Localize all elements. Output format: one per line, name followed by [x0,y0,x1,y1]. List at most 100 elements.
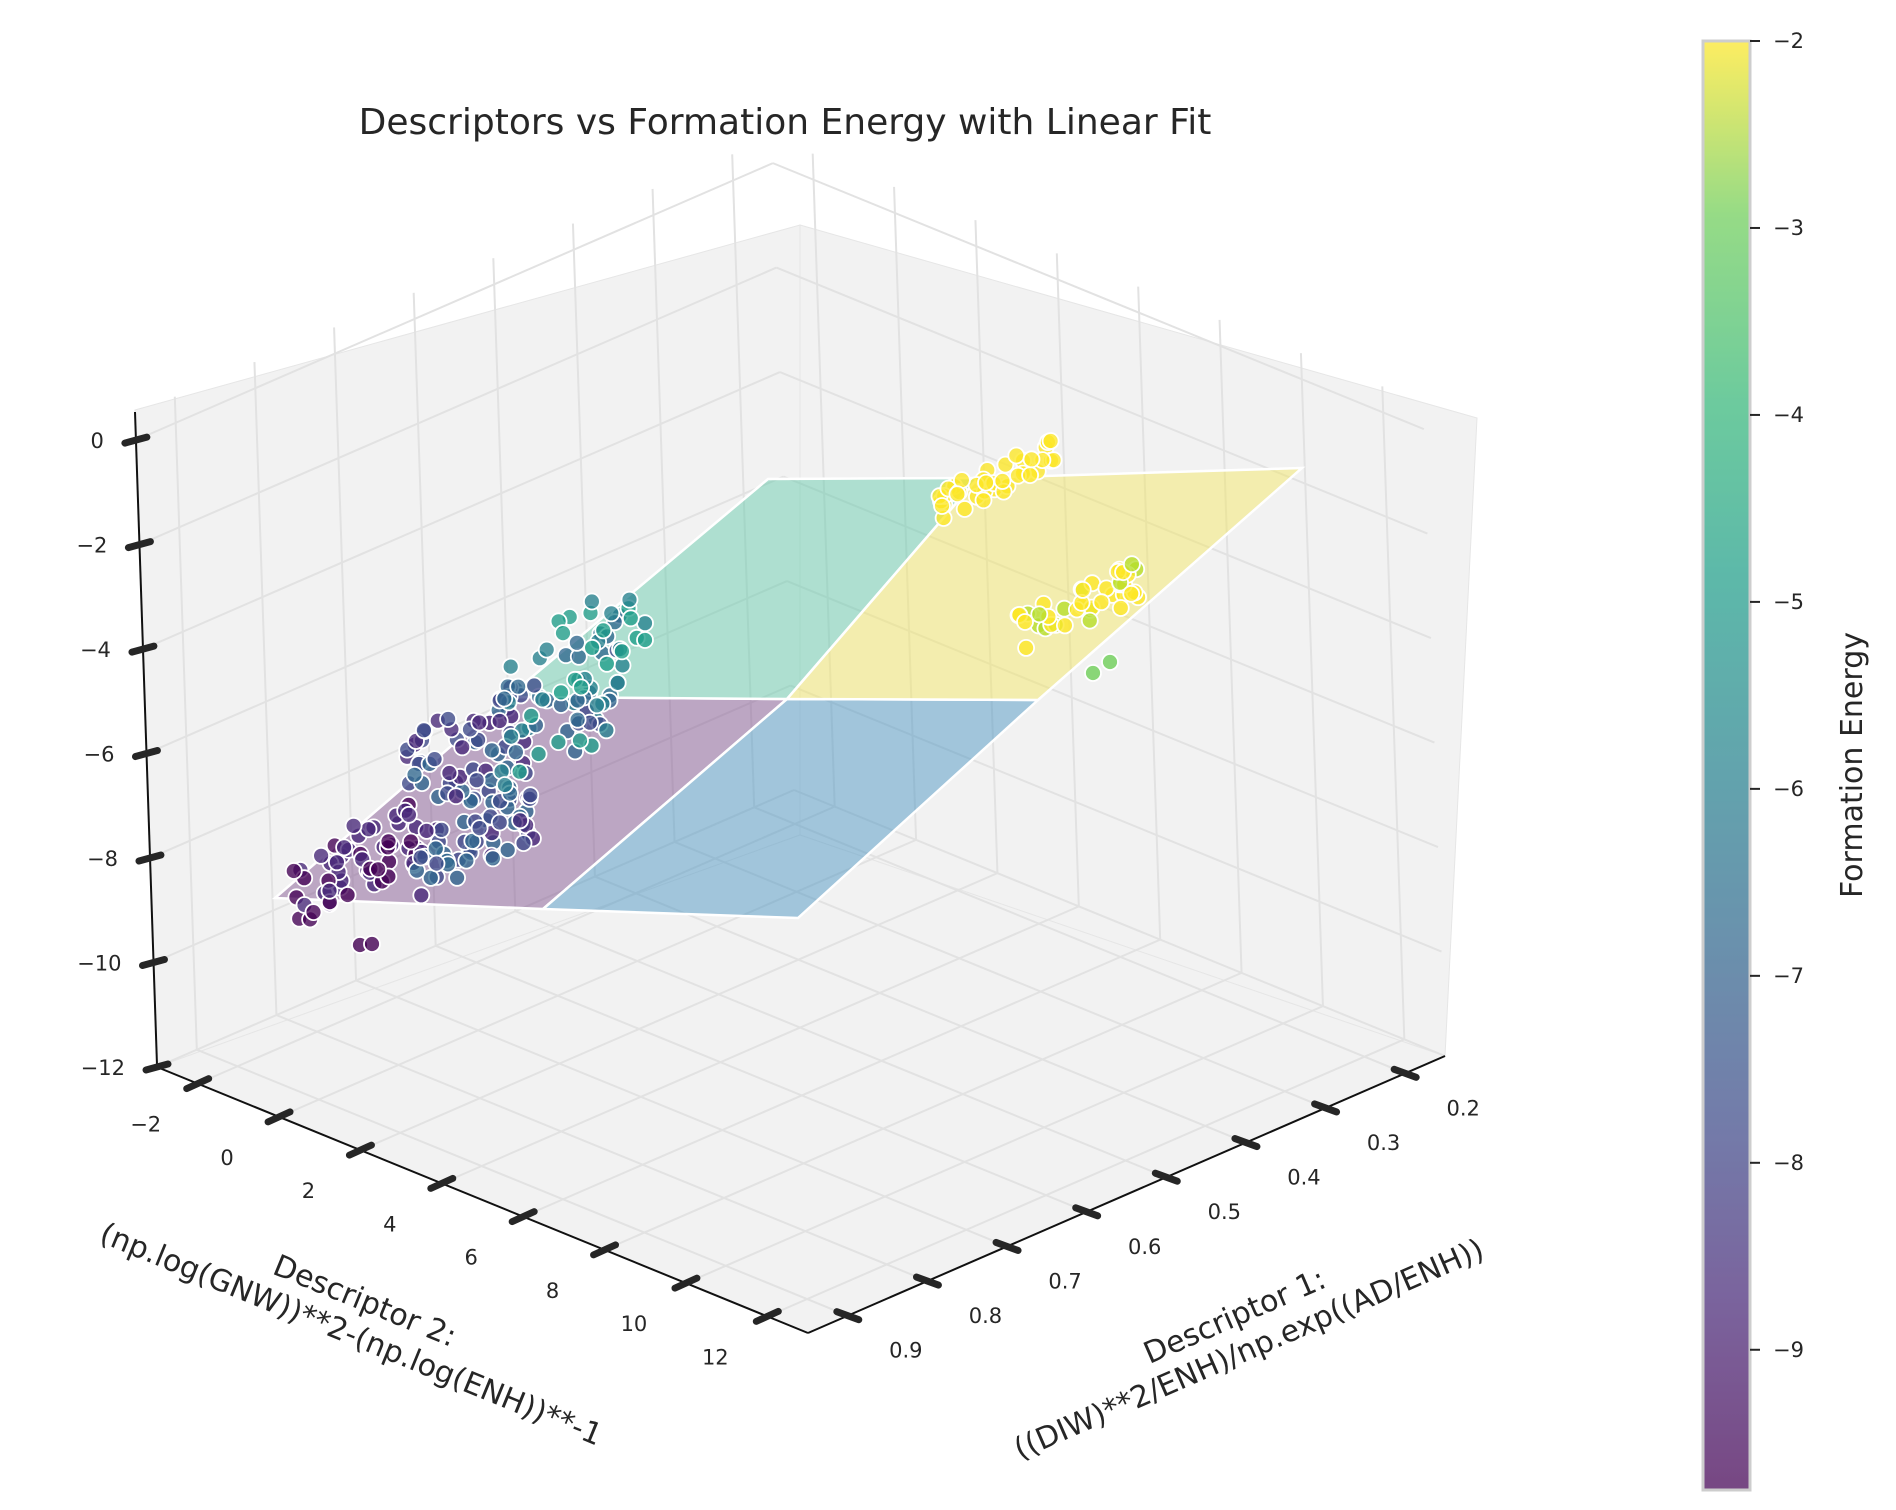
x-tick [1072,1204,1102,1220]
data-point [597,721,616,740]
data-point [552,683,570,702]
x-tick [992,1238,1022,1254]
grid-line [146,475,784,755]
grid-line [1218,319,1243,973]
x-tick-label: 0.4 [1287,1166,1320,1190]
grid-line [196,1048,849,1317]
y-axis-line [156,1066,809,1334]
data-point [1092,593,1111,612]
data-point [401,832,420,851]
data-point [955,500,974,518]
data-point [312,846,331,865]
x-tick [912,1273,942,1289]
data-point [379,832,398,851]
data-point [583,592,601,611]
y-tick-label: 4 [383,1212,396,1236]
grid-line [333,327,358,981]
colorbar-tick-label: −5 [1773,590,1804,614]
grid-line [685,1005,1324,1285]
x-axis-line [807,1055,1446,1334]
grid-line [253,362,278,1016]
z-tick-label: −6 [83,743,114,767]
data-point [977,473,995,492]
data-point [602,604,621,623]
data-point [369,860,388,879]
data-point [363,935,381,953]
x-tick-label: 0.6 [1128,1235,1161,1259]
data-point [432,820,451,839]
data-point [412,886,431,905]
data-point [453,738,472,757]
axis-ticks [121,433,1420,1325]
data-point [537,640,556,659]
y-tick [508,1208,538,1226]
x-tick-label: 0.5 [1208,1200,1241,1224]
y-tick [264,1108,294,1126]
data-point [974,491,993,510]
data-point [495,776,514,794]
data-point [568,633,586,652]
data-point [470,713,489,732]
colorbar-label: Formation Energy [1835,632,1870,898]
data-point [1122,584,1141,603]
z-tick-label: 0 [91,429,104,453]
y-tick [427,1174,457,1192]
y-tick-label: 2 [302,1179,315,1203]
z-tick-label: −10 [77,952,121,976]
data-point [320,881,339,900]
data-point [457,851,476,870]
data-point [327,853,346,872]
y-tick [345,1141,375,1159]
data-point [568,710,587,729]
data-point [483,849,502,868]
data-point [405,765,424,784]
grid-line [674,841,1326,1109]
x-tick-label: 0.7 [1048,1269,1081,1293]
data-point [1021,466,1039,485]
data-point [304,903,323,921]
data-point [933,497,951,515]
y-tick-label: −2 [130,1113,161,1137]
z-tick [142,1060,172,1074]
data-point [1084,664,1102,682]
y-tick [590,1241,620,1259]
z-tick [124,538,154,552]
chart-title: Descriptors vs Formation Energy with Lin… [359,102,1212,143]
data-point [608,674,627,692]
data-point [621,609,640,628]
axis-tick-labels: −12 −10 −8 −6 −4 −2 0 −2 0 2 4 6 8 10 12 0.2 0.3 0.4 0.5 0.… [76,429,1479,1369]
x-tick-label: 0.9 [889,1339,922,1363]
grid-line [793,789,1446,1057]
data-point [338,886,357,904]
data-point [1041,432,1060,450]
data-point [525,676,544,695]
x-tick [833,1308,863,1324]
colorbar-tick-label: −6 [1773,777,1804,801]
z-tick-label: −2 [76,534,107,558]
data-point [417,822,436,840]
z-axis-line [134,411,158,1066]
data-point [1080,611,1099,630]
z-tick-label: −12 [81,1056,125,1080]
fit-plane-patch [784,466,1306,702]
data-point [1030,605,1049,624]
grid-line [1299,353,1324,1007]
data-point [490,712,509,730]
data-point [447,787,465,806]
data-point [1007,446,1026,465]
grid-line [197,805,836,1085]
grid-line [594,875,1247,1144]
data-point [514,834,533,852]
colorbar-tick-label: −7 [1773,964,1804,988]
y-tick-label: 6 [465,1246,478,1270]
data-point [467,771,486,790]
grid-line [1055,253,1080,907]
data-point [1016,613,1034,631]
data-point [1073,581,1092,599]
grid-line [139,266,777,546]
grid-line [355,979,1008,1248]
y-tick-label: 0 [220,1146,233,1170]
data-point [510,762,529,781]
z-tick-label: −4 [80,638,111,662]
data-point [411,848,430,867]
